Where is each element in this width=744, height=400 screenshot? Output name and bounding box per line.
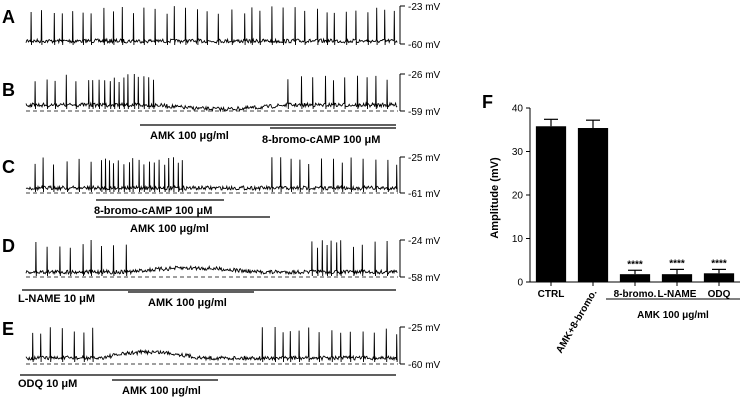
panel-d-top-mv: -24 mV bbox=[408, 236, 441, 247]
amk-group-label: AMK 100 μg/ml bbox=[637, 310, 709, 321]
bar-1 bbox=[577, 128, 609, 282]
y-tick-label: 0 bbox=[517, 278, 523, 289]
bar-3 bbox=[661, 274, 693, 282]
x-tick-label: ODQ bbox=[708, 289, 731, 300]
panel-e-top-mv: -25 mV bbox=[408, 323, 441, 334]
panel-c: C -25 mV -61 mV 8-bromo-cAMP 100 μM AMK … bbox=[2, 153, 441, 235]
panel-e-trace bbox=[25, 326, 398, 363]
panel-a: A -23 mV -60 mV bbox=[2, 2, 441, 51]
panel-a-trace bbox=[25, 6, 398, 46]
panel-e: E -25 mV -60 mV ODQ 10 μM AMK 100 μg/ml bbox=[2, 319, 441, 397]
bar-4 bbox=[703, 273, 735, 282]
panel-b-top-mv: -26 mV bbox=[408, 70, 441, 81]
panel-d-bottom-mv: -58 mV bbox=[408, 273, 441, 284]
panel-c-cAMP-label: 8-bromo-cAMP 100 μM bbox=[94, 205, 212, 217]
panel-e-letter: E bbox=[2, 319, 14, 339]
panel-c-bottom-mv: -61 mV bbox=[408, 189, 441, 200]
y-axis: 0 10 20 30 40 bbox=[512, 104, 531, 289]
panel-b: B -26 mV -59 mV AMK 100 μg/ml 8-bromo-cA… bbox=[2, 70, 441, 146]
panel-b-letter: B bbox=[2, 80, 15, 100]
panel-e-odq-label: ODQ 10 μM bbox=[18, 378, 77, 390]
significance-3: **** bbox=[669, 258, 685, 269]
y-axis-title: Amplitude (mV) bbox=[489, 157, 501, 239]
panel-a-bottom-mv: -60 mV bbox=[408, 40, 441, 51]
panel-e-bottom-mv: -60 mV bbox=[408, 360, 441, 371]
y-tick-label: 20 bbox=[512, 191, 524, 202]
bars: **** **** **** bbox=[535, 118, 735, 283]
panel-d-amk-label: AMK 100 μg/ml bbox=[148, 297, 227, 309]
y-tick-label: 30 bbox=[512, 147, 524, 158]
panel-b-trace bbox=[25, 73, 398, 113]
panel-b-cAMP-label: 8-bromo-cAMP 100 μM bbox=[262, 134, 380, 146]
significance-4: **** bbox=[711, 258, 727, 269]
panel-d-lname-label: L-NAME 10 μM bbox=[18, 293, 95, 305]
panel-a-top-mv: -23 mV bbox=[408, 2, 441, 13]
panel-a-letter: A bbox=[2, 7, 15, 27]
panel-d-letter: D bbox=[2, 236, 15, 256]
x-tick-label: 8-bromo. bbox=[614, 289, 657, 300]
panel-f: F Amplitude (mV) 0 10 20 30 40 **** **** **** … bbox=[482, 92, 740, 355]
panel-b-amk-label: AMK 100 μg/ml bbox=[150, 130, 229, 142]
panel-d-trace bbox=[25, 239, 398, 277]
y-tick-label: 40 bbox=[512, 104, 524, 115]
panel-f-letter: F bbox=[482, 92, 493, 112]
significance-2: **** bbox=[627, 259, 643, 270]
x-tick-label: CTRL bbox=[538, 289, 565, 300]
panel-c-amk-label: AMK 100 μg/ml bbox=[130, 223, 209, 235]
x-tick-label: L-NAME bbox=[658, 289, 697, 300]
panel-c-top-mv: -25 mV bbox=[408, 153, 441, 164]
panel-b-bottom-mv: -59 mV bbox=[408, 107, 441, 118]
bar-2 bbox=[619, 274, 651, 282]
panel-d: D -24 mV -58 mV L-NAME 10 μM AMK 100 μg/… bbox=[2, 236, 441, 309]
panel-c-trace bbox=[25, 157, 398, 193]
bar-0 bbox=[535, 126, 567, 283]
y-tick-label: 10 bbox=[512, 234, 524, 245]
panel-c-letter: C bbox=[2, 157, 15, 177]
panel-e-amk-label: AMK 100 μg/ml bbox=[122, 385, 201, 397]
